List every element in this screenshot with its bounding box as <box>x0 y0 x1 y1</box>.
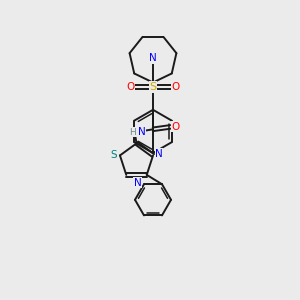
Text: N: N <box>134 178 141 188</box>
Text: O: O <box>171 82 180 92</box>
Text: N: N <box>155 149 163 159</box>
Text: N: N <box>138 127 146 137</box>
Text: S: S <box>111 150 117 161</box>
Text: S: S <box>149 82 157 92</box>
Text: H: H <box>130 128 136 137</box>
Text: O: O <box>172 122 180 132</box>
Text: N: N <box>149 53 157 64</box>
Text: O: O <box>126 82 135 92</box>
